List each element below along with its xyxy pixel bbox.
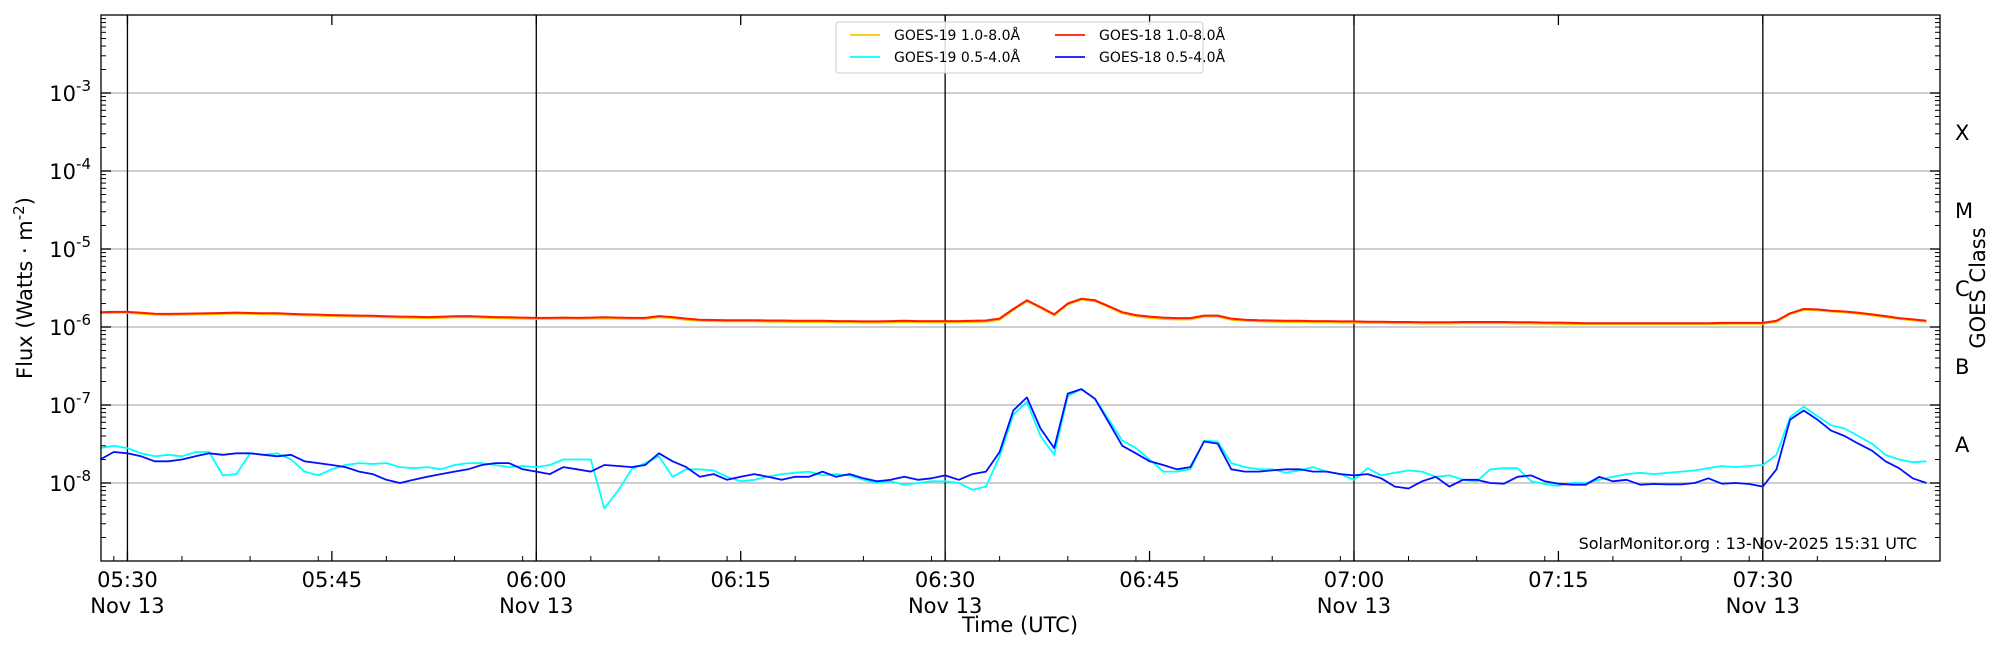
series-line-2 — [100, 388, 1927, 510]
y-tick-base: 10 — [49, 160, 76, 184]
y-tick-exponent: -6 — [76, 311, 91, 329]
x-tick-label: 06:00 — [506, 568, 567, 592]
axis-ticks — [101, 15, 1940, 561]
x-tick-label: 06:45 — [1119, 568, 1180, 592]
y-axis-label-close: ) — [13, 197, 37, 205]
y-tick-base: 10 — [49, 394, 76, 418]
legend-label: GOES-18 1.0-8.0Å — [1099, 27, 1225, 44]
annotation: SolarMonitor.org : 13-Nov-2025 15:31 UTC — [1579, 534, 1917, 553]
legend-box — [835, 21, 1204, 74]
plot-frame — [100, 14, 1941, 562]
x-tick-sublabel: Nov 13 — [908, 594, 982, 618]
y-tick-exponent: -4 — [76, 155, 91, 173]
y-tick-exponent: -7 — [76, 389, 91, 407]
goes-class-label-x: X — [1955, 121, 1969, 145]
series-lines — [99, 297, 1927, 510]
y-tick-label: 10-8 — [49, 467, 91, 496]
goes-class-label-c: C — [1955, 277, 1970, 301]
y-tick-base: 10 — [49, 472, 76, 496]
series-line-1 — [100, 297, 1927, 325]
goes-class-label-a: A — [1955, 433, 1970, 457]
y-tick-exponent: -3 — [76, 77, 91, 95]
y-tick-label: 10-4 — [49, 155, 91, 184]
x-tick-sublabel: Nov 13 — [90, 594, 164, 618]
y-axis-label-main: Flux (Watts · m — [13, 220, 37, 379]
y-tick-label: 10-6 — [49, 311, 91, 340]
goes-class-label-m: M — [1955, 199, 1973, 223]
y-tick-base: 10 — [49, 238, 76, 262]
y-tick-label: 10-7 — [49, 389, 91, 418]
x-axis-label: Time (UTC) — [961, 613, 1078, 637]
legend-label: GOES-18 0.5-4.0Å — [1099, 49, 1225, 66]
y-tick-exponent: -8 — [76, 467, 91, 485]
x-tick-label: 05:30 — [97, 568, 158, 592]
x-tick-label: 05:45 — [302, 568, 363, 592]
x-tick-label: 07:30 — [1733, 568, 1794, 592]
x-tick-sublabel: Nov 13 — [1317, 594, 1391, 618]
x-tick-label: 06:30 — [915, 568, 976, 592]
legend-label: GOES-19 0.5-4.0Å — [894, 49, 1020, 66]
y-tick-base: 10 — [49, 82, 76, 106]
goes-class-label-b: B — [1955, 355, 1969, 379]
x-tick-label: 07:00 — [1324, 568, 1385, 592]
y-tick-label: 10-3 — [49, 77, 91, 106]
y-tick-base: 10 — [49, 316, 76, 340]
y-tick-label: 10-5 — [49, 233, 91, 262]
grid-lines — [101, 92, 1940, 484]
y-tick-exponent: -5 — [76, 233, 91, 251]
right-axis-label: GOES Class — [1966, 227, 1990, 348]
y-tick-labels: 10-310-410-510-610-710-8 — [49, 77, 91, 496]
x-tick-sublabel: Nov 13 — [1726, 594, 1800, 618]
x-tick-label: 06:15 — [710, 568, 771, 592]
series-line-0 — [100, 298, 1927, 326]
x-tick-sublabel: Nov 13 — [499, 594, 573, 618]
legend: GOES-19 1.0-8.0Å GOES-18 1.0-8.0Å GOES-19 … — [835, 21, 1225, 74]
goes-class-labels: X M C B A — [1955, 121, 1973, 457]
y-axis-label-exp: -2 — [10, 205, 28, 220]
series-line-3 — [99, 388, 1927, 490]
legend-label: GOES-19 1.0-8.0Å — [894, 27, 1020, 44]
x-tick-label: 07:15 — [1528, 568, 1589, 592]
day-marker-lines — [126, 15, 1764, 561]
y-axis-label: Flux (Watts · m-2) — [10, 197, 37, 379]
